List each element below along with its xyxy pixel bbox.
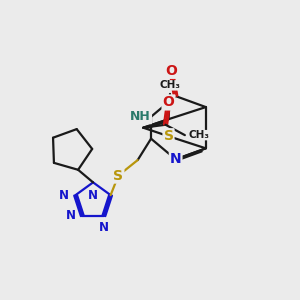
Text: O: O bbox=[165, 64, 177, 78]
Text: N: N bbox=[59, 189, 69, 202]
Text: N: N bbox=[66, 209, 76, 222]
Text: N: N bbox=[99, 221, 109, 234]
Text: CH₃: CH₃ bbox=[188, 130, 209, 140]
Text: CH₃: CH₃ bbox=[160, 80, 181, 90]
Text: NH: NH bbox=[130, 110, 151, 123]
Text: S: S bbox=[164, 129, 173, 143]
Text: O: O bbox=[163, 95, 175, 110]
Text: S: S bbox=[113, 169, 123, 182]
Text: N: N bbox=[170, 152, 182, 166]
Text: N: N bbox=[88, 189, 98, 202]
